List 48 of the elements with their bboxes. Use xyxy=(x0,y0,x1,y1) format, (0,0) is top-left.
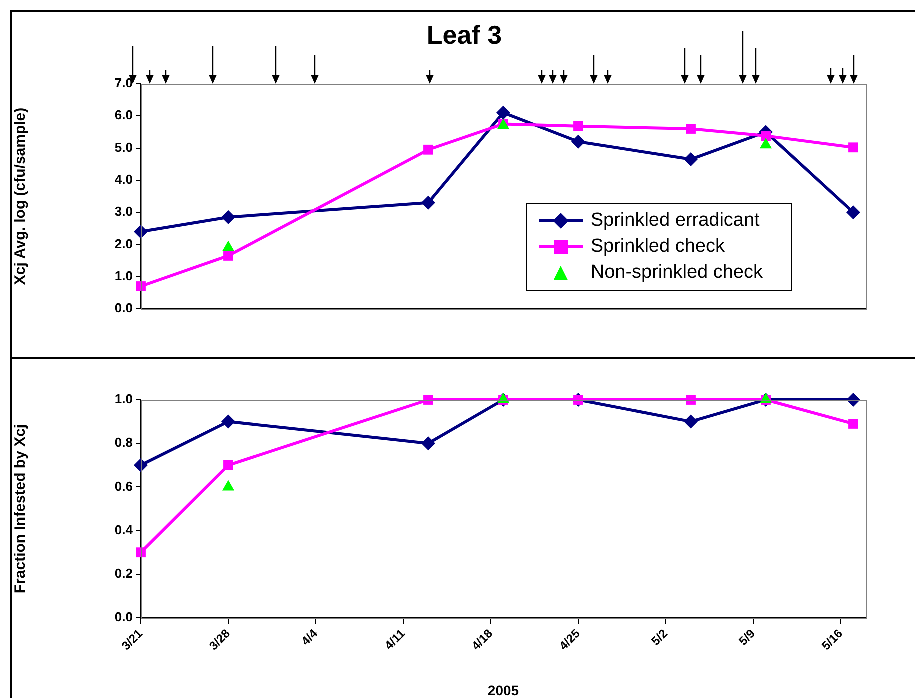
point xyxy=(761,131,771,142)
y-tick-label: 5.0 xyxy=(114,140,133,155)
point xyxy=(422,196,436,210)
point xyxy=(848,142,858,153)
y-tick-label: 0.2 xyxy=(114,566,133,581)
y-tick-label: 1.0 xyxy=(114,392,133,407)
x-tick-label: 5/9 xyxy=(736,626,758,648)
point xyxy=(686,124,696,134)
chart-title: Leaf 3 xyxy=(426,20,504,51)
point xyxy=(684,152,698,167)
point xyxy=(574,121,584,132)
point xyxy=(224,251,234,261)
point xyxy=(686,395,696,405)
y-tick-label: 1.0 xyxy=(114,268,133,284)
x-tick-label: 4/11 xyxy=(382,626,408,653)
y-tick-label: 3.0 xyxy=(114,204,133,220)
point xyxy=(222,414,236,429)
point xyxy=(136,282,146,292)
point xyxy=(424,395,434,405)
y-tick-label: 0.0 xyxy=(114,300,133,316)
x-axis-title: 2005 xyxy=(488,682,520,698)
point xyxy=(224,460,234,470)
point xyxy=(848,419,858,429)
x-tick-label: 3/21 xyxy=(119,626,146,654)
point xyxy=(422,436,436,451)
y-tick-label: 0.4 xyxy=(114,522,134,538)
legend-label: Sprinkled check xyxy=(590,236,725,258)
point xyxy=(222,210,236,224)
y-tick-label: 4.0 xyxy=(114,172,133,188)
y-tick-label: 0.0 xyxy=(114,610,133,625)
x-tick-label: 5/2 xyxy=(648,626,671,648)
point xyxy=(136,548,146,558)
legend-label: Sprinkled erradicant xyxy=(590,210,760,232)
y-axis-title: Xcj Avg. log (cfu/sample) xyxy=(12,108,30,286)
y-tick-label: 6.0 xyxy=(114,108,133,123)
y-axis-title: Fraction Infested by Xcj xyxy=(12,424,30,594)
point xyxy=(846,206,860,220)
point xyxy=(572,134,586,149)
x-tick-label: 4/18 xyxy=(469,626,496,654)
y-tick-label: 0.8 xyxy=(114,435,133,450)
y-tick-label: 2.0 xyxy=(114,236,133,252)
legend-label: Non-sprinkled check xyxy=(590,262,763,284)
point xyxy=(496,106,510,120)
y-tick-label: 0.6 xyxy=(114,478,133,494)
point xyxy=(684,414,698,429)
y-tick-label: 7.0 xyxy=(114,76,133,91)
x-tick-label: 4/4 xyxy=(298,626,321,648)
point xyxy=(424,144,434,155)
